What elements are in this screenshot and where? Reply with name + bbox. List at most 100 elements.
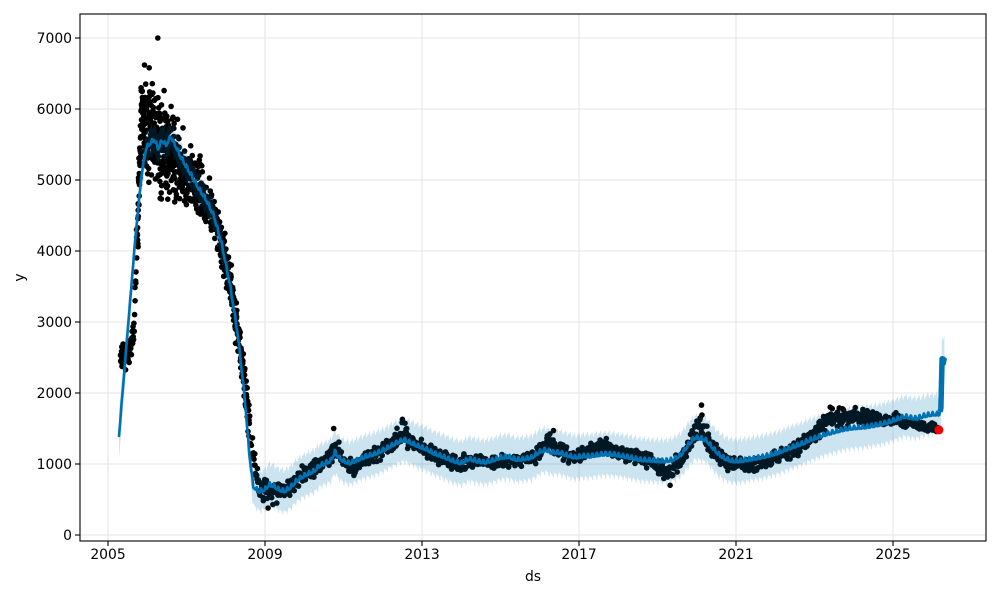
- observed-point: [131, 320, 137, 327]
- y-tick-label: 2000: [37, 386, 72, 402]
- observed-outlier-point: [698, 402, 705, 408]
- observed-point: [170, 114, 176, 120]
- observed-point: [137, 153, 144, 160]
- observed-outlier-point: [155, 35, 161, 41]
- observed-point: [218, 224, 225, 231]
- observed-point: [176, 195, 183, 202]
- observed-point: [176, 135, 182, 142]
- observed-point: [246, 402, 252, 408]
- observed-point: [249, 435, 256, 441]
- observed-point: [171, 120, 177, 127]
- observed-point: [155, 94, 161, 101]
- observed-point: [187, 143, 194, 149]
- observed-point: [338, 449, 345, 455]
- observed-point: [254, 465, 261, 472]
- observed-point: [240, 351, 247, 357]
- observed-point: [143, 127, 149, 134]
- observed-point: [418, 436, 425, 443]
- y-tick-label: 5000: [37, 173, 72, 189]
- observed-point: [180, 125, 186, 131]
- y-axis-label: y: [12, 273, 28, 281]
- observed-point: [244, 385, 250, 391]
- observed-point: [145, 165, 152, 172]
- observed-point: [142, 81, 149, 87]
- observed-point: [157, 171, 164, 178]
- x-tick-label: 2005: [90, 547, 125, 563]
- observed-point: [148, 172, 155, 178]
- observed-point: [216, 219, 223, 225]
- observed-point: [394, 425, 400, 432]
- y-tick-label: 4000: [37, 244, 72, 260]
- data-layer: [117, 35, 948, 516]
- x-tick-label: 2013: [404, 547, 439, 563]
- observed-point: [171, 125, 177, 132]
- observed-point: [245, 407, 252, 414]
- y-tick-label: 0: [63, 528, 72, 544]
- observed-point: [196, 157, 203, 163]
- x-axis-label: ds: [525, 569, 541, 585]
- observed-point: [199, 163, 205, 169]
- observed-outlier-point: [330, 425, 337, 432]
- observed-point: [150, 104, 157, 111]
- observed-point: [199, 169, 206, 175]
- observed-point: [133, 269, 139, 275]
- observed-point: [228, 262, 235, 268]
- observed-point: [135, 244, 141, 250]
- x-tick-label: 2017: [561, 547, 596, 563]
- y-tick-label: 3000: [37, 315, 72, 331]
- observed-point: [131, 311, 138, 318]
- x-tick-label: 2021: [718, 547, 753, 563]
- observed-point: [203, 184, 209, 191]
- observed-point: [139, 88, 145, 94]
- observed-point: [149, 80, 156, 87]
- observed-point: [161, 87, 167, 94]
- observed-outlier-point: [667, 482, 673, 489]
- observed-point: [197, 153, 203, 159]
- observed-point: [183, 201, 190, 208]
- observed-point: [132, 298, 138, 304]
- observed-point: [252, 451, 258, 457]
- observed-point: [165, 196, 171, 202]
- observed-point: [173, 191, 180, 198]
- observed-point: [133, 280, 139, 286]
- observed-point: [291, 487, 298, 494]
- observed-point: [196, 172, 202, 179]
- observed-point: [131, 328, 138, 335]
- observed-point: [158, 196, 165, 202]
- observed-point: [137, 162, 143, 169]
- observed-point: [211, 198, 217, 205]
- observed-point: [146, 179, 152, 186]
- observed-point: [506, 463, 512, 470]
- observed-point: [223, 246, 229, 252]
- observed-point: [222, 230, 228, 237]
- observed-point: [158, 190, 164, 196]
- x-tick-label: 2025: [875, 547, 910, 563]
- observed-point: [311, 474, 317, 481]
- observed-point: [215, 209, 222, 215]
- observed-point: [379, 452, 386, 459]
- observed-point: [128, 351, 135, 358]
- observed-point: [155, 153, 162, 160]
- observed-point: [233, 300, 240, 306]
- observed-point: [126, 359, 132, 366]
- observed-point: [171, 199, 178, 205]
- y-tick-label: 6000: [37, 102, 72, 118]
- observed-point: [130, 336, 137, 343]
- observed-point: [242, 365, 248, 372]
- forecast-spike: [937, 356, 948, 413]
- observed-point: [377, 457, 384, 464]
- observed-outlier-point: [146, 65, 152, 71]
- observed-point: [137, 149, 144, 156]
- observed-point: [295, 483, 302, 489]
- y-tick-label: 1000: [37, 457, 72, 473]
- observed-point: [168, 103, 174, 110]
- observed-point: [174, 116, 181, 123]
- grid-layer: [80, 14, 986, 541]
- observed-point: [132, 284, 138, 291]
- observed-point: [336, 439, 342, 445]
- observed-point: [187, 158, 194, 164]
- observed-point: [251, 456, 257, 463]
- axis-layer: 2005 2009 2013 2017 2021 2025 0 1000 2000 3000 400…: [37, 13, 987, 563]
- observed-point: [243, 378, 249, 384]
